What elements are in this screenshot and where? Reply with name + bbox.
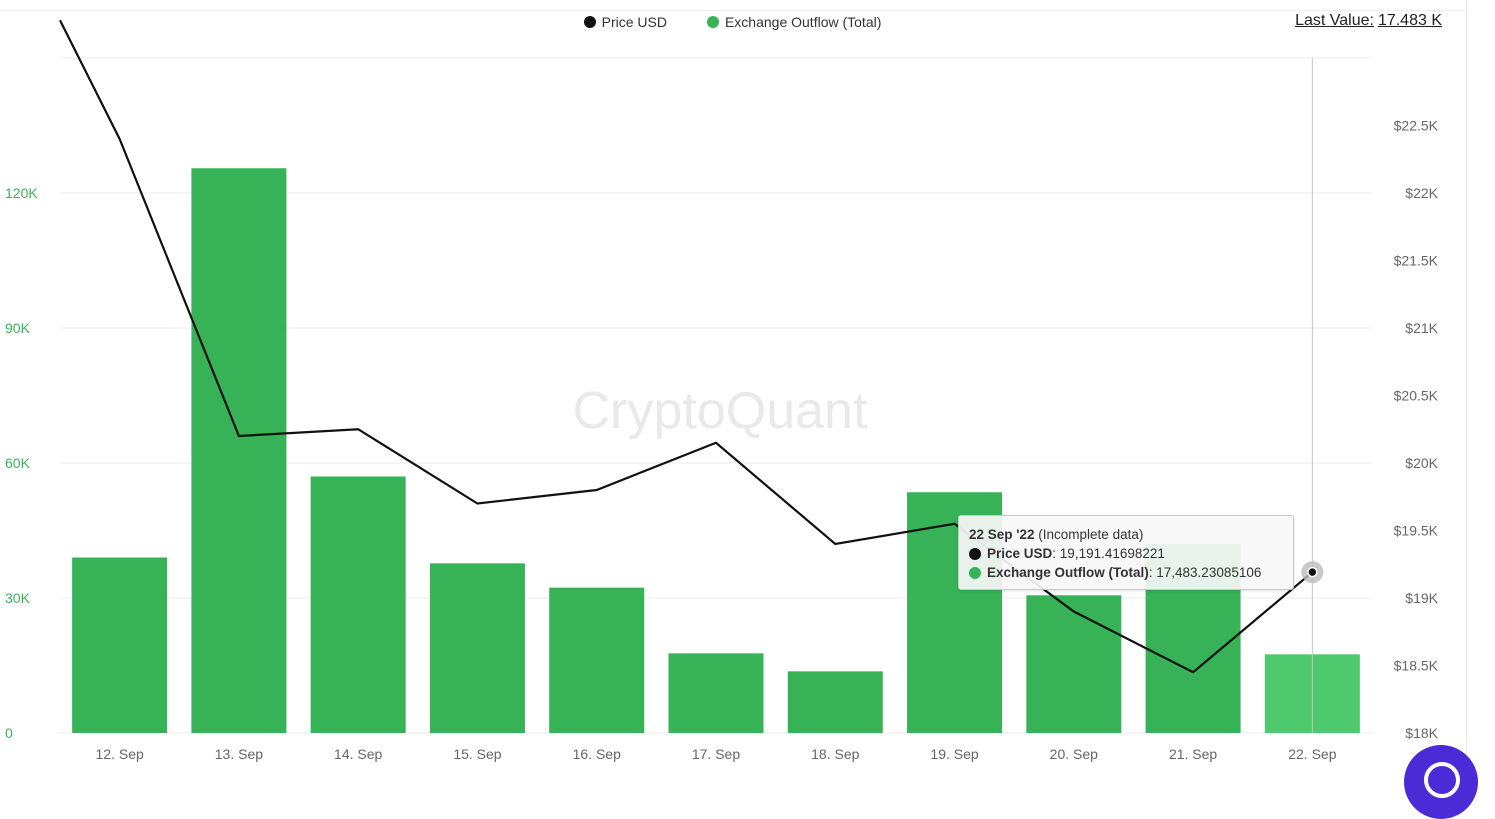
right-axis-tick-label: $19.5K — [1394, 523, 1439, 539]
legend-outflow-label: Exchange Outflow (Total) — [724, 14, 882, 30]
legend-outflow-dot — [706, 16, 719, 28]
x-axis-tick-label: 17. Sep — [692, 746, 740, 762]
right-axis-tick-label: $19K — [1405, 590, 1438, 606]
tooltip-outflow-dot — [969, 566, 981, 579]
tooltip-note: (Incomplete data) — [1038, 527, 1144, 542]
x-axis-tick-label: 16. Sep — [573, 746, 621, 762]
outflow-bar[interactable] — [191, 168, 287, 733]
tooltip-date: 22 Sep '22 — [969, 527, 1035, 542]
right-axis-tick-label: $21.5K — [1394, 253, 1439, 269]
tooltip-outflow-name: Exchange Outflow (Total) — [987, 565, 1149, 580]
right-axis-tick-label: $18.5K — [1394, 658, 1439, 674]
right-axis-tick-label: $20.5K — [1394, 388, 1439, 404]
tooltip-price-dot — [969, 547, 981, 560]
outflow-bar[interactable] — [72, 557, 168, 734]
last-value-link[interactable]: Last Value: 17.483 K — [1295, 12, 1442, 30]
legend-price-label: Price USD — [601, 14, 667, 30]
legend-price-dot — [583, 16, 596, 28]
price-points — [1301, 561, 1324, 584]
right-axis-ticks: $18K $18.5K $19K $19.5K $20K $20.5K $21K $21.5K… — [1394, 118, 1439, 742]
price-line — [59, 19, 1314, 674]
legend-item-price[interactable]: Price USD — [583, 12, 667, 32]
x-axis-tick-label: 20. Sep — [1050, 746, 1098, 762]
tooltip-header: 22 Sep '22 (Incomplete data) — [969, 525, 1283, 544]
right-axis-tick-label: $22K — [1405, 185, 1438, 201]
x-axis-ticks: 12. Sep 13. Sep 14. Sep 15. Sep 16. Sep 17. S… — [96, 746, 1337, 762]
outflow-bar[interactable] — [310, 476, 406, 734]
chat-icon — [1424, 762, 1460, 798]
outflow-bar[interactable] — [787, 671, 883, 733]
x-axis-tick-label: 21. Sep — [1169, 746, 1217, 762]
last-value-number: 17.483 K — [1377, 12, 1442, 29]
left-axis-tick-label: 30K — [5, 590, 31, 606]
outflow-bar[interactable] — [429, 563, 525, 733]
tooltip-row-price: Price USD: 19,191.41698221 — [969, 544, 1283, 563]
right-axis-tick-label: $20K — [1405, 455, 1438, 471]
x-axis-tick-label: 15. Sep — [453, 746, 501, 762]
right-panel-edge — [1466, 0, 1467, 778]
chart-legend: Price USD Exchange Outflow (Total) — [0, 12, 1465, 32]
outflow-bar[interactable] — [549, 587, 645, 733]
x-axis-tick-label: 22. Sep — [1288, 746, 1336, 762]
outflow-bar[interactable] — [668, 653, 764, 733]
chat-help-button[interactable] — [1404, 745, 1478, 819]
right-axis-tick-label: $21K — [1405, 320, 1438, 336]
tooltip-price-name: Price USD — [987, 546, 1053, 561]
x-axis-tick-label: 14. Sep — [334, 746, 382, 762]
last-value-label: Last Value: — [1295, 12, 1374, 29]
bar-series — [72, 168, 1360, 733]
left-axis-tick-label: 90K — [5, 320, 31, 336]
tooltip-price-value: 19,191.41698221 — [1059, 546, 1165, 561]
chart-plot[interactable]: CryptoQuant 0 30K 60K 90K 120K $18K $18.5K $19… — [0, 0, 1465, 778]
right-axis-tick-label: $22.5K — [1394, 118, 1439, 134]
tooltip-row-outflow: Exchange Outflow (Total): 17,483.2308510… — [969, 563, 1283, 582]
hover-tooltip: 22 Sep '22 (Incomplete data) Price USD: … — [958, 515, 1294, 590]
x-axis-tick-label: 18. Sep — [811, 746, 859, 762]
top-divider — [0, 10, 1465, 11]
left-axis-tick-label: 120K — [5, 185, 38, 201]
x-axis-tick-label: 19. Sep — [930, 746, 978, 762]
x-axis-tick-label: 12. Sep — [96, 746, 144, 762]
left-axis-tick-label: 60K — [5, 455, 31, 471]
x-axis-tick-label: 13. Sep — [215, 746, 263, 762]
watermark: CryptoQuant — [573, 382, 868, 440]
outflow-bar[interactable] — [1026, 595, 1122, 733]
price-point[interactable] — [1307, 566, 1318, 578]
left-axis-ticks: 0 30K 60K 90K 120K — [5, 185, 38, 741]
tooltip-outflow-value: 17,483.23085106 — [1156, 565, 1262, 580]
left-axis-tick-label: 0 — [5, 725, 13, 741]
legend-item-outflow[interactable]: Exchange Outflow (Total) — [706, 12, 882, 32]
right-axis-tick-label: $18K — [1405, 725, 1438, 741]
